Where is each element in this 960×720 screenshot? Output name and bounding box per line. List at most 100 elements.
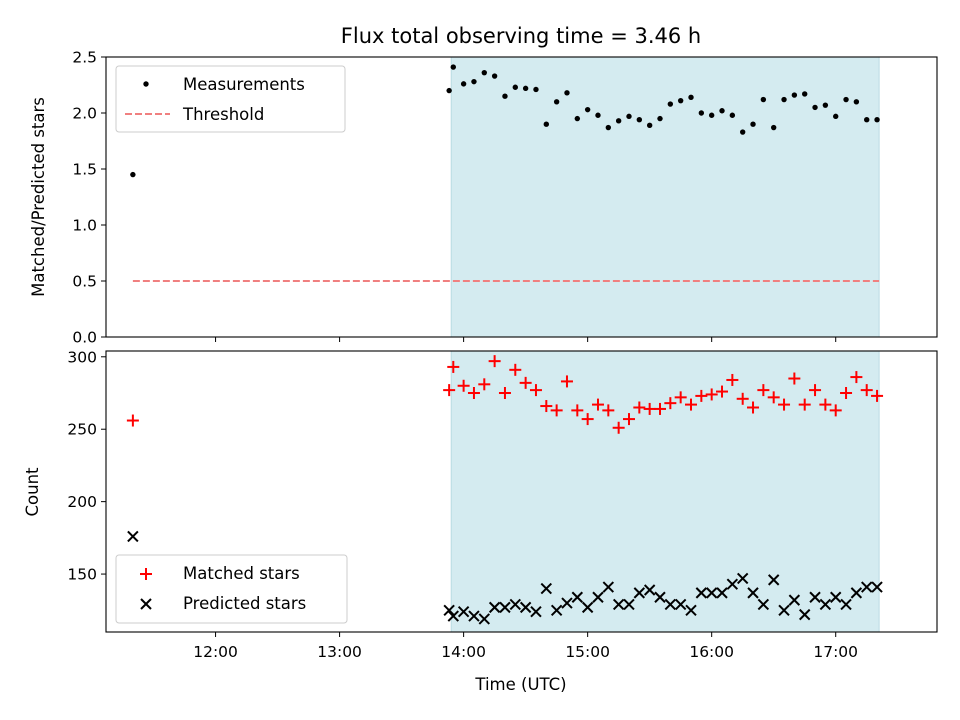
matched-star-point (695, 389, 708, 402)
measurement-point (688, 94, 694, 101)
x-axis-label: Time (UTC) (474, 675, 566, 694)
measurement-point (584, 106, 591, 113)
measurement-point (750, 121, 756, 127)
x-tick-label: 17:00 (813, 643, 858, 661)
matched-star-point (612, 421, 625, 434)
predicted-star-point (540, 582, 553, 595)
predicted-star-point (757, 598, 770, 611)
matched-star-point (809, 384, 822, 397)
predicted-star-point (127, 530, 139, 543)
predicted-star-point (716, 587, 728, 599)
measurement-point (874, 117, 880, 123)
measurement-point (833, 113, 839, 120)
top-y-tick-label: 0.5 (72, 273, 97, 291)
measurement-point (646, 122, 653, 129)
matched-star-point (840, 387, 853, 400)
measurement-point (760, 96, 767, 103)
measurement-point (605, 124, 612, 131)
matched-star-point (643, 402, 656, 415)
measurement-point (553, 99, 560, 105)
measurement-point (481, 69, 487, 76)
matched-star-point (664, 397, 677, 410)
predicted-star-point (623, 598, 635, 611)
measurement-point (843, 96, 849, 103)
measurement-point (791, 92, 798, 98)
observing-window-shade (451, 57, 880, 337)
matched-star-point (447, 360, 460, 373)
measurement-point (719, 108, 725, 114)
measurement-point (512, 84, 518, 90)
measurement-point (626, 113, 632, 120)
matched-stars-legend-label: Matched stars (183, 564, 300, 583)
measurement-point (770, 124, 777, 131)
matched-star-point (488, 355, 501, 368)
matched-star-point (778, 398, 791, 411)
matched-star-point (736, 392, 749, 405)
measurement-point (812, 104, 818, 111)
predicted-star-point (602, 581, 615, 593)
measurement-point (533, 86, 539, 93)
predicted-star-point (788, 594, 801, 606)
measurement-point (522, 85, 529, 92)
matched-star-point (467, 387, 480, 400)
matched-star-point (591, 398, 604, 411)
predicted-star-point (778, 604, 790, 616)
measurement-point (677, 97, 684, 104)
matched-star-point (540, 400, 553, 413)
matched-star-point (819, 398, 832, 411)
predicted-star-point (664, 598, 677, 611)
predicted-star-point (705, 587, 718, 599)
matched-star-point (519, 376, 532, 389)
top-y-tick-label: 0.0 (72, 329, 97, 347)
predicted-star-point (571, 591, 584, 603)
measurement-point (802, 91, 808, 97)
measurement-point (708, 112, 715, 118)
measurement-point (460, 81, 467, 87)
predicted-star-point (499, 601, 511, 614)
measurement-point (574, 115, 581, 122)
x-tick-label: 16:00 (689, 643, 734, 661)
predicted-star-point (850, 587, 863, 599)
measurement-point (615, 118, 622, 124)
matched-star-point (581, 413, 594, 426)
matched-star-point (798, 398, 811, 411)
measurement-point (450, 64, 456, 70)
matched-star-point (860, 384, 873, 397)
top-axes-frame (105, 56, 938, 338)
predicted-star-point (581, 601, 594, 614)
matched-star-point (602, 404, 615, 417)
matched-star-point (478, 378, 491, 391)
predicted-star-point (819, 598, 832, 611)
measurement-point (657, 115, 663, 122)
bottom-y-tick-label: 150 (67, 566, 97, 584)
matched-star-point (457, 379, 470, 392)
measurement-point (822, 102, 829, 108)
predicted-star-point (550, 604, 563, 616)
bottom-legend: Matched stars Predicted stars (115, 554, 348, 624)
measurements-legend-label: Measurements (183, 75, 305, 94)
measurements-legend-marker (143, 81, 149, 87)
predicted-star-point (840, 598, 852, 611)
matched-stars-legend-marker (140, 568, 152, 580)
measurement-point (543, 121, 550, 127)
predicted-star-point (830, 591, 842, 603)
predicted-star-point (871, 581, 883, 593)
x-tick-label: 14:00 (441, 643, 486, 661)
predicted-star-point (654, 591, 666, 603)
predicted-star-point (561, 597, 573, 609)
measurement-point (471, 78, 477, 85)
matched-star-point (633, 401, 646, 414)
x-tick-label: 13:00 (317, 643, 362, 661)
predicted-star-point (509, 598, 522, 611)
predicted-stars-legend-label: Predicted stars (183, 594, 306, 613)
matched-star-point (747, 401, 760, 414)
measurement-point (595, 112, 601, 118)
predicted-star-point (767, 574, 780, 586)
measurement-point (853, 99, 860, 105)
measurement-point (864, 117, 870, 123)
top-y-tick-label: 1.0 (72, 217, 97, 235)
matched-star-point (571, 404, 584, 417)
top-legend: Measurements Threshold (115, 65, 346, 133)
bottom-y-tick-label: 300 (67, 348, 97, 366)
matched-star-point (674, 391, 687, 404)
